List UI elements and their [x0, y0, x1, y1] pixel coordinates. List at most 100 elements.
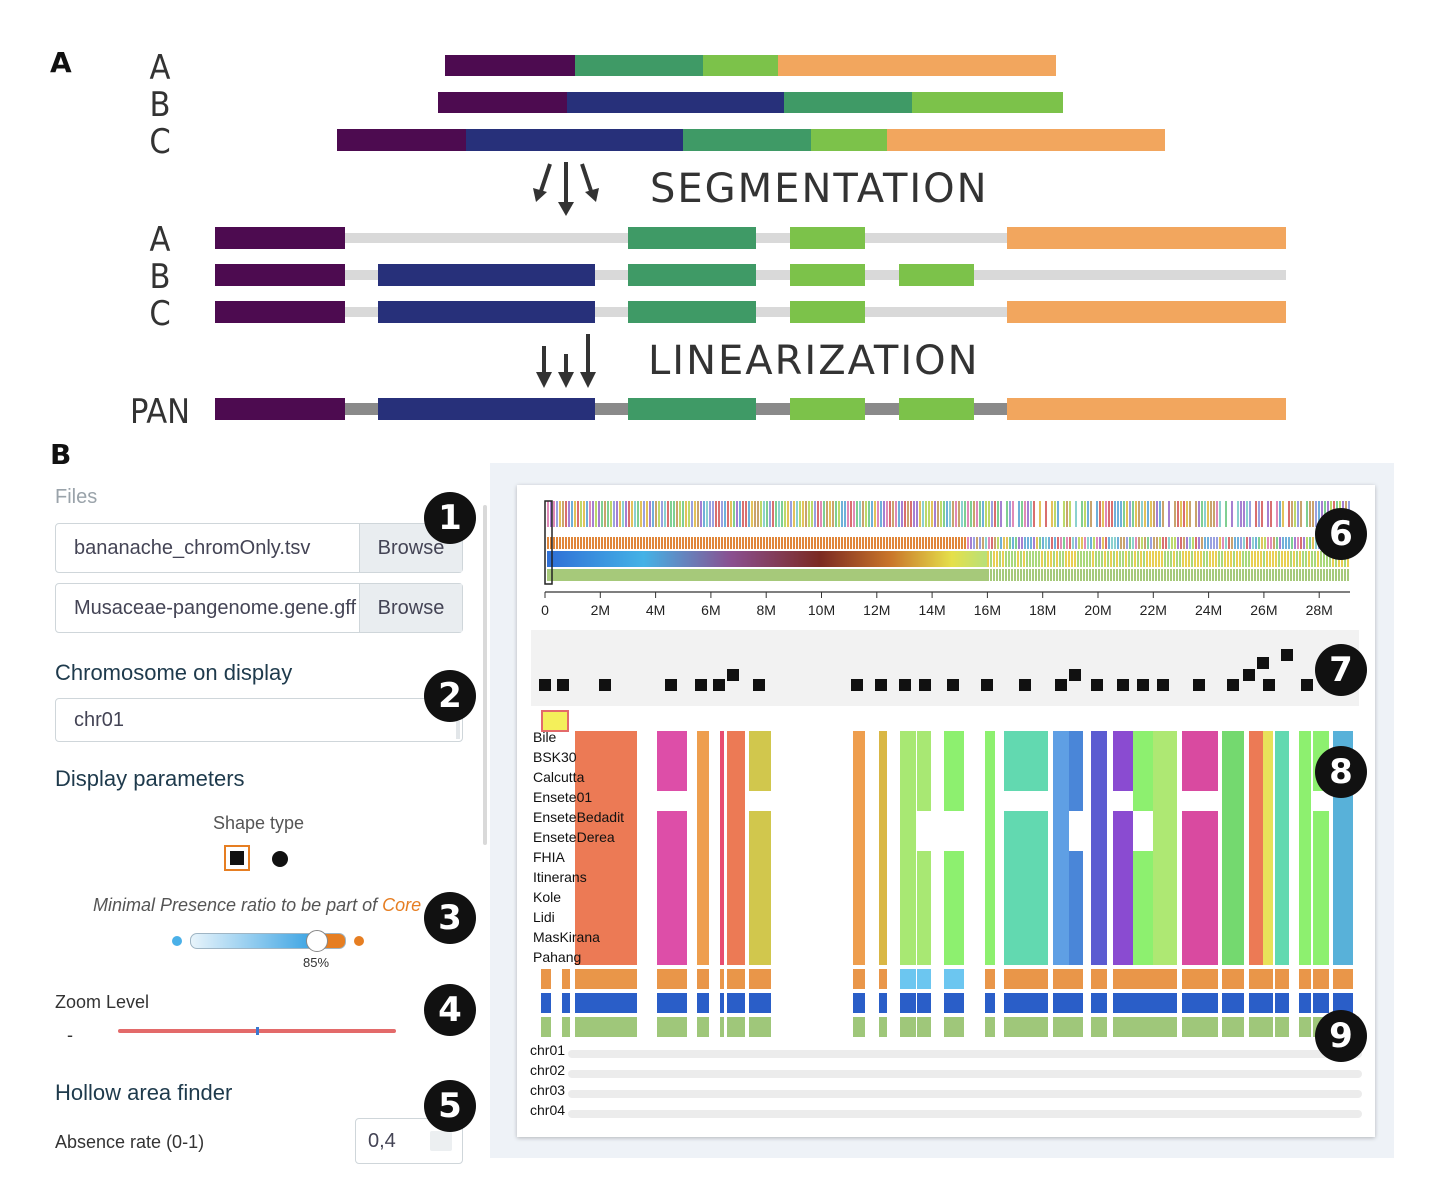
genome-label[interactable]: Kole	[533, 889, 562, 905]
overview-window-selector[interactable]	[544, 500, 553, 585]
overview-length-mark	[1185, 569, 1187, 581]
chromosome-track[interactable]	[568, 1110, 1362, 1118]
presence-column	[657, 811, 687, 965]
core-track	[1333, 969, 1353, 989]
overview-presence-mark	[1144, 501, 1146, 527]
overview-presence-mark	[817, 501, 819, 527]
number-stepper[interactable]	[430, 1131, 452, 1151]
overview-density-mark	[1104, 551, 1106, 567]
overview-length-mark	[1017, 569, 1019, 581]
overview-density-mark	[1326, 551, 1328, 567]
overview-density-mark	[993, 551, 995, 567]
selected-genome-marker[interactable]	[541, 710, 569, 732]
chromosome-select[interactable]: chr01	[55, 698, 463, 742]
overview-length-mark	[1137, 569, 1139, 581]
genome-label[interactable]: Itinerans	[533, 869, 587, 885]
overview-presence-mark	[613, 501, 615, 527]
core-track	[720, 969, 724, 989]
square-shape-toggle[interactable]	[224, 845, 250, 871]
file-input-tsv[interactable]: bananache_chromOnly.tsv Browse	[55, 523, 463, 573]
chromosome-label[interactable]: chr03	[530, 1082, 566, 1098]
overview-presence-mark	[904, 501, 906, 527]
overview-core-mark	[880, 537, 882, 549]
genome-label[interactable]: Bile	[533, 729, 557, 745]
file-input-gff[interactable]: Musaceae-pangenome.gene.gff Browse	[55, 583, 463, 633]
overview-core-mark	[940, 537, 942, 549]
input-a-block	[575, 55, 703, 76]
genome-label[interactable]: FHIA	[533, 849, 565, 865]
overview-core-mark	[874, 537, 876, 549]
overview-presence-mark	[1270, 501, 1272, 527]
linearization-title: LINEARIZATION	[648, 338, 980, 384]
zoom-slider-handle[interactable]	[256, 1027, 259, 1035]
overview-core-mark	[952, 537, 954, 549]
overview-length-mark	[1242, 569, 1244, 581]
browse-button-gff[interactable]: Browse	[359, 584, 462, 632]
overview-density-mark	[1008, 551, 1010, 567]
overview-core-mark	[997, 537, 999, 549]
overview-presence-mark	[1309, 501, 1311, 527]
genome-label[interactable]: Lidi	[533, 909, 555, 925]
chromosome-label[interactable]: chr01	[530, 1042, 566, 1058]
genome-label[interactable]: Calcutta	[533, 769, 585, 785]
presence-slider-handle[interactable]	[306, 930, 328, 952]
overview-presence-mark	[766, 501, 768, 527]
overview-core-mark	[1240, 537, 1242, 549]
overview-density-mark	[1185, 551, 1187, 567]
circle-shape-toggle[interactable]	[272, 851, 288, 867]
presence-column	[657, 731, 687, 791]
overview-presence-mark	[676, 501, 678, 527]
overview-presence-mark	[652, 501, 654, 527]
overview-presence-mark	[580, 501, 582, 527]
core-text: Core	[382, 895, 422, 915]
segmented-block	[790, 301, 865, 323]
sidebar-scrollbar[interactable]	[483, 505, 487, 845]
genome-label[interactable]: MasKirana	[533, 929, 600, 945]
input-b-block	[567, 92, 784, 113]
chromosome-track[interactable]	[568, 1090, 1362, 1098]
genome-label[interactable]: EnseteBedadit	[533, 809, 625, 825]
overview-length-mark	[999, 569, 1001, 581]
overview-presence-mark	[1183, 501, 1185, 527]
overview-presence-mark	[1051, 501, 1053, 527]
zoom-minus[interactable]: -	[67, 1025, 73, 1045]
genome-label[interactable]: Ensete01	[533, 789, 593, 805]
chromosome-label[interactable]: chr02	[530, 1062, 566, 1078]
chromosome-track[interactable]	[568, 1070, 1362, 1078]
genome-label[interactable]: EnseteDerea	[533, 829, 615, 845]
input-label-b: B	[149, 85, 171, 125]
overview-core-mark	[1042, 537, 1044, 549]
gene-track	[917, 993, 931, 1013]
overview-presence-mark	[976, 501, 978, 527]
overview-length-mark	[996, 569, 998, 581]
overview-presence-mark	[697, 501, 699, 527]
presence-value: 85%	[303, 955, 330, 970]
overview-presence-mark	[835, 501, 837, 527]
overview-core-mark	[871, 537, 873, 549]
overview-presence-mark	[661, 501, 663, 527]
overview-core-mark	[1261, 537, 1263, 549]
overview-core-mark	[1156, 537, 1158, 549]
overview-core-mark	[1252, 537, 1254, 549]
overview-core-mark	[1168, 537, 1170, 549]
gene-track	[1053, 993, 1069, 1013]
core-track	[900, 969, 916, 989]
overview-presence-mark	[616, 501, 618, 527]
overview-core-mark	[1129, 537, 1131, 549]
badge-7: 7	[1315, 644, 1367, 696]
overview-core-mark	[967, 537, 969, 549]
chromosome-label[interactable]: chr04	[530, 1102, 566, 1118]
overview-length-mark	[1035, 569, 1037, 581]
overview-presence-mark	[946, 501, 948, 527]
hollow-area-marker	[1091, 679, 1103, 691]
chromosome-track[interactable]	[568, 1050, 1362, 1058]
overview-length-mark	[1347, 569, 1349, 581]
badge-4: 4	[424, 984, 476, 1036]
overview-presence-mark	[688, 501, 690, 527]
length-track	[917, 1017, 931, 1037]
genome-label[interactable]: BSK30	[533, 749, 577, 765]
genome-label[interactable]: Pahang	[533, 949, 582, 965]
core-track	[1249, 969, 1263, 989]
input-c-block	[337, 129, 466, 151]
overview-core-mark	[1279, 537, 1281, 549]
